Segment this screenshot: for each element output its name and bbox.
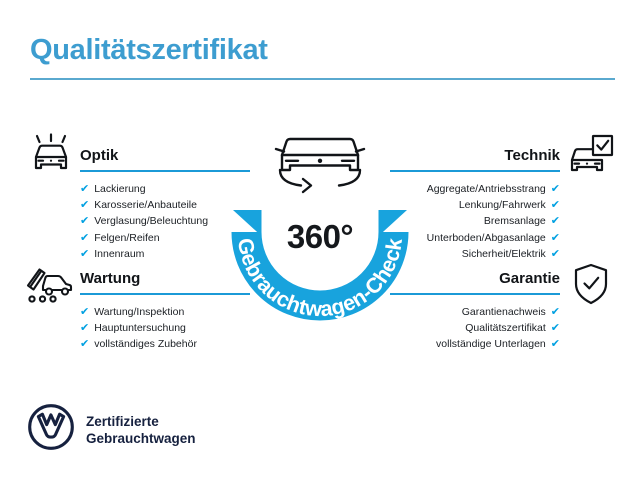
list-item: Bremsanlage ✔: [390, 213, 560, 229]
list-item-label: Felgen/Reifen: [94, 231, 160, 244]
section-wartung-divider: [80, 293, 250, 295]
badge-degrees: 360°: [286, 218, 354, 255]
list-item-label: Karosserie/Anbauteile: [94, 199, 197, 212]
list-item: ✔ Felgen/Reifen: [80, 230, 250, 246]
check-icon: ✔: [80, 247, 90, 260]
check-icon: ✔: [80, 338, 90, 351]
section-technik-heading: Technik: [504, 147, 560, 164]
check-icon: ✔: [550, 338, 560, 351]
list-item-label: Qualitätszertifikat: [465, 322, 546, 335]
shield-check-icon: [570, 262, 612, 311]
check-icon: ✔: [80, 215, 90, 228]
badge-360-check: Gebrauchtwagen-Check 360°: [216, 122, 424, 322]
list-item-label: Lenkung/Fahrwerk: [458, 199, 546, 212]
section-technik: Technik Aggregate/Antriebsstrang ✔ Lenkun…: [390, 147, 560, 262]
page-title: Qualitätszertifikat: [30, 34, 268, 66]
list-item-label: vollständige Unterlagen: [436, 338, 546, 351]
section-wartung-heading: Wartung: [80, 270, 141, 287]
list-item: Sicherheit/Elektrik ✔: [390, 246, 560, 262]
section-technik-list: Aggregate/Antriebsstrang ✔ Lenkung/Fahrwe…: [390, 181, 560, 262]
check-icon: ✔: [80, 306, 90, 318]
check-icon: ✔: [80, 183, 90, 195]
list-item: Qualitätszertifikat ✔: [390, 320, 560, 336]
list-item: Aggregate/Antriebsstrang ✔: [390, 181, 560, 197]
list-item: ✔ Innenraum: [80, 246, 250, 262]
list-item-label: Unterboden/Abgasanlage: [426, 231, 546, 244]
check-icon: ✔: [550, 247, 560, 260]
list-item-label: Sicherheit/Elektrik: [461, 247, 546, 260]
check-icon: ✔: [550, 231, 560, 244]
list-item-label: Lackierung: [94, 183, 146, 195]
check-icon: ✔: [550, 199, 560, 212]
list-item-label: Garantienachweis: [461, 306, 546, 318]
check-icon: ✔: [550, 215, 560, 228]
title-divider: [30, 78, 615, 80]
check-icon: ✔: [80, 231, 90, 244]
list-item-label: Bremsanlage: [483, 215, 546, 228]
section-technik-divider: [390, 170, 560, 172]
check-icon: ✔: [80, 199, 90, 212]
wrench-car-icon: [24, 264, 74, 309]
list-item: ✔ Wartung/Inspektion: [80, 304, 250, 320]
list-item: ✔ vollständiges Zubehör: [80, 336, 250, 352]
car-sparkle-icon: [27, 133, 75, 182]
footer-line-1: Zertifizierte: [86, 413, 159, 429]
check-icon: ✔: [550, 183, 560, 195]
section-optik-list: ✔ Lackierung ✔ Karosserie/Anbauteile ✔ Verg…: [80, 181, 250, 262]
section-garantie-list: Garantienachweis ✔ Qualitätszertifikat ✔ v…: [390, 304, 560, 353]
footer-brand-text: Zertifizierte Gebrauchtwagen: [86, 413, 196, 447]
list-item: Lenkung/Fahrwerk ✔: [390, 197, 560, 213]
check-icon: ✔: [80, 322, 90, 335]
check-icon: ✔: [550, 322, 560, 335]
section-optik: Optik ✔ Lackierung ✔ Karosserie/Anbauteile…: [80, 147, 250, 262]
list-item: ✔ Hauptuntersuchung: [80, 320, 250, 336]
section-optik-heading: Optik: [80, 147, 119, 164]
list-item: ✔ Karosserie/Anbauteile: [80, 197, 250, 213]
section-garantie: Garantie Garantienachweis ✔ Qualitätszert…: [390, 270, 560, 353]
footer-line-2: Gebrauchtwagen: [86, 430, 196, 446]
footer-brand: Zertifizierte Gebrauchtwagen: [28, 404, 196, 455]
section-garantie-divider: [390, 293, 560, 295]
list-item: ✔ Verglasung/Beleuchtung: [80, 213, 250, 229]
list-item: Unterboden/Abgasanlage ✔: [390, 230, 560, 246]
list-item-label: Innenraum: [94, 247, 145, 260]
section-wartung-list: ✔ Wartung/Inspektion ✔ Hauptuntersuchung ✔…: [80, 304, 250, 353]
check-icon: ✔: [550, 306, 560, 318]
list-item: vollständige Unterlagen ✔: [390, 336, 560, 352]
list-item-label: vollständiges Zubehör: [94, 338, 197, 351]
list-item-label: Verglasung/Beleuchtung: [94, 215, 209, 228]
list-item: Garantienachweis ✔: [390, 304, 560, 320]
section-optik-divider: [80, 170, 250, 172]
list-item: ✔ Lackierung: [80, 181, 250, 197]
section-garantie-heading: Garantie: [499, 270, 560, 287]
section-wartung: Wartung ✔ Wartung/Inspektion ✔ Hauptunters…: [80, 270, 250, 353]
list-item-label: Aggregate/Antriebsstrang: [426, 183, 546, 195]
list-item-label: Hauptuntersuchung: [94, 322, 186, 335]
vw-logo-icon: [28, 404, 74, 455]
list-item-label: Wartung/Inspektion: [94, 306, 185, 318]
car-checkbox-icon: [566, 133, 614, 182]
